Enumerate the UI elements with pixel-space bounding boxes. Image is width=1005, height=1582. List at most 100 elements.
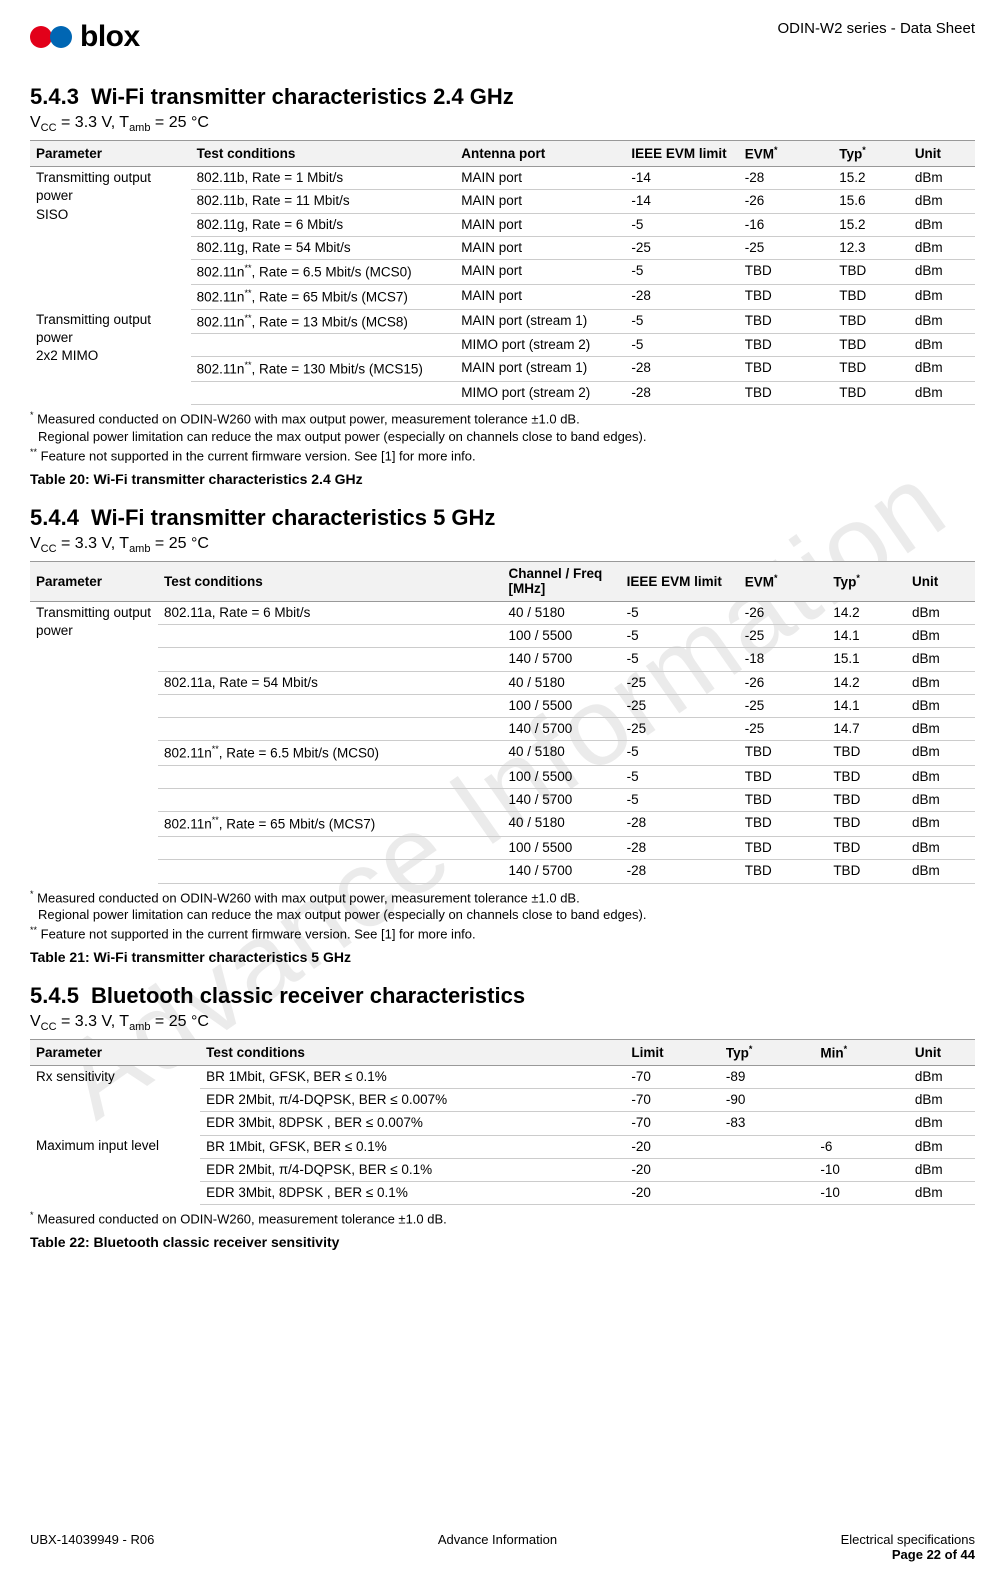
data-cell: -20 [625,1182,720,1205]
data-cell: EDR 3Mbit, 8DPSK , BER ≤ 0.007% [200,1112,625,1135]
column-header: Unit [909,141,975,167]
data-cell: dBm [909,1066,975,1089]
data-cell: -28 [621,837,739,860]
table-row: 802.11a, Rate = 54 Mbit/s40 / 5180-25-26… [30,671,975,694]
footer-docnum: UBX-14039949 - R06 [30,1532,154,1562]
data-cell: dBm [909,236,975,259]
column-header: Test conditions [158,561,503,601]
data-cell: dBm [906,789,975,812]
data-cell: dBm [909,357,975,382]
table-row: Transmitting output power802.11a, Rate =… [30,601,975,624]
table-row: 802.11n**, Rate = 6.5 Mbit/s (MCS0)40 / … [30,741,975,766]
data-cell: TBD [739,382,834,405]
table-21: ParameterTest conditionsChannel / Freq [… [30,561,975,884]
data-cell [720,1182,815,1205]
data-cell: TBD [739,357,834,382]
data-cell: -10 [814,1158,909,1181]
data-cell: 140 / 5700 [503,860,621,883]
table-row: 140 / 5700-5-1815.1dBm [30,648,975,671]
data-cell: TBD [739,860,828,883]
data-cell: 15.1 [827,648,906,671]
table-20-caption: Table 20: Wi-Fi transmitter characterist… [30,471,975,487]
data-cell [158,694,503,717]
column-header: Antenna port [455,141,625,167]
data-cell: TBD [739,260,834,285]
data-cell: -70 [625,1112,720,1135]
data-cell: dBm [909,213,975,236]
data-cell: dBm [909,190,975,213]
column-header: Typ* [827,561,906,601]
data-cell: -25 [625,236,738,259]
data-cell: -70 [625,1066,720,1089]
table-row: 100 / 5500-5TBDTBDdBm [30,765,975,788]
data-cell: 100 / 5500 [503,837,621,860]
data-cell: 100 / 5500 [503,625,621,648]
data-cell: TBD [833,357,909,382]
data-cell: dBm [909,382,975,405]
data-cell: -20 [625,1158,720,1181]
column-header: EVM* [739,141,834,167]
data-cell: -25 [621,718,739,741]
table-row: 100 / 5500-25-2514.1dBm [30,694,975,717]
table-22: ParameterTest conditionsLimitTyp*Min*Uni… [30,1039,975,1205]
data-cell: EDR 3Mbit, 8DPSK , BER ≤ 0.1% [200,1182,625,1205]
data-cell [191,382,456,405]
parameter-cell: Transmitting output power2x2 MIMO [30,309,191,405]
data-cell: TBD [739,789,828,812]
data-cell: 15.6 [833,190,909,213]
ublox-logo: blox [30,20,140,54]
data-cell: TBD [827,860,906,883]
data-cell: TBD [739,284,834,309]
data-cell: 802.11b, Rate = 11 Mbit/s [191,190,456,213]
data-cell: MIMO port (stream 2) [455,334,625,357]
data-cell: -25 [739,694,828,717]
data-cell: TBD [739,309,834,334]
section-heading-5-4-4: 5.4.4Wi-Fi transmitter characteristics 5… [30,505,975,531]
data-cell: TBD [833,309,909,334]
table-22-caption: Table 22: Bluetooth classic receiver sen… [30,1234,975,1250]
data-cell [814,1066,909,1089]
data-cell: 802.11n**, Rate = 6.5 Mbit/s (MCS0) [191,260,456,285]
data-cell: TBD [827,789,906,812]
data-cell [814,1089,909,1112]
data-cell: dBm [906,741,975,766]
data-cell: 15.2 [833,213,909,236]
data-cell: -14 [625,190,738,213]
data-cell: dBm [909,284,975,309]
data-cell: 802.11g, Rate = 6 Mbit/s [191,213,456,236]
column-header: Parameter [30,1040,200,1066]
data-cell: TBD [739,765,828,788]
data-cell: -83 [720,1112,815,1135]
table-21-footnotes: * Measured conducted on ODIN-W260 with m… [30,888,975,943]
data-cell: 100 / 5500 [503,694,621,717]
data-cell: dBm [906,812,975,837]
data-cell: MAIN port (stream 1) [455,309,625,334]
document-series-title: ODIN-W2 series - Data Sheet [777,20,975,37]
data-cell: 140 / 5700 [503,789,621,812]
column-header: EVM* [739,561,828,601]
data-cell: TBD [833,382,909,405]
data-cell: dBm [906,837,975,860]
data-cell: 12.3 [833,236,909,259]
table-row: 140 / 5700-25-2514.7dBm [30,718,975,741]
column-header: Typ* [833,141,909,167]
table-22-footnotes: * Measured conducted on ODIN-W260, measu… [30,1209,975,1228]
data-cell: MAIN port [455,260,625,285]
page-footer: UBX-14039949 - R06 Advance Information E… [30,1532,975,1562]
data-cell: -6 [814,1135,909,1158]
data-cell: -25 [739,625,828,648]
data-cell: dBm [909,334,975,357]
data-cell: -5 [625,213,738,236]
table-row: Transmitting output powerSISO802.11b, Ra… [30,167,975,190]
data-cell [720,1158,815,1181]
parameter-cell: Transmitting output powerSISO [30,167,191,309]
section-heading-5-4-3: 5.4.3Wi-Fi transmitter characteristics 2… [30,84,975,110]
table-row: Transmitting output power2x2 MIMO802.11n… [30,309,975,334]
data-cell: TBD [833,260,909,285]
data-cell: dBm [906,694,975,717]
column-header: Unit [909,1040,975,1066]
data-cell [158,765,503,788]
data-cell: -26 [739,671,828,694]
data-cell: MAIN port (stream 1) [455,357,625,382]
data-cell [158,789,503,812]
